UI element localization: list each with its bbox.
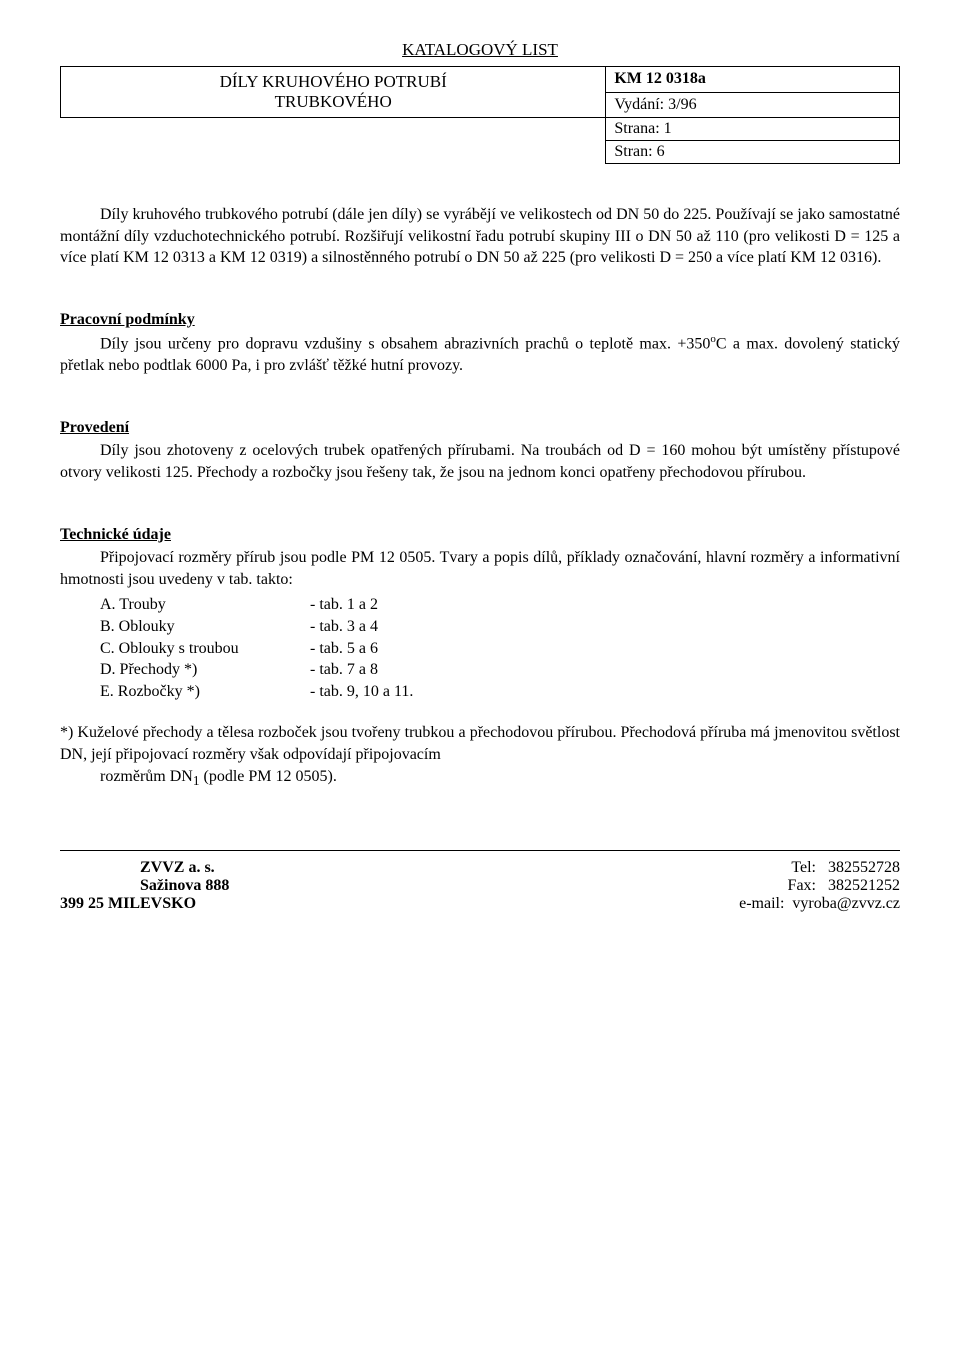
footer-city: 399 25 MILEVSKO: [60, 895, 196, 912]
subtitle-1: DÍLY KRUHOVÉHO POTRUBÍ: [69, 72, 597, 92]
catalog-title: KATALOGOVÝ LIST: [60, 40, 900, 60]
list-item: A. Trouby- tab. 1 a 2: [100, 594, 900, 616]
footer-divider: [60, 850, 900, 859]
stran: Stran: 6: [606, 141, 900, 164]
tel-label: Tel:: [791, 859, 816, 876]
list-item: D. Přechody *)- tab. 7 a 8: [100, 659, 900, 681]
footer-company: ZVVZ a. s.: [140, 859, 215, 876]
section-technicke: Technické údaje Připojovací rozměry přír…: [60, 524, 900, 703]
footer-fax: 382521252: [828, 877, 900, 894]
technicke-text: Připojovací rozměry přírub jsou podle PM…: [60, 547, 900, 590]
heading-pracovni: Pracovní podmínky: [60, 309, 900, 331]
intro-paragraph: Díly kruhového trubkového potrubí (dále …: [60, 204, 900, 269]
strana: Strana: 1: [606, 118, 900, 141]
footnote-line1: *) Kuželové přechody a tělesa rozboček j…: [60, 722, 900, 765]
footnote-line2a: rozměrům DN: [100, 768, 193, 785]
subtitle-2: TRUBKOVÉHO: [69, 92, 597, 112]
footnote: *) Kuželové přechody a tělesa rozboček j…: [60, 722, 900, 789]
footer-street: Sažinova 888: [140, 877, 229, 894]
heading-provedeni: Provedení: [60, 417, 900, 439]
list-item: B. Oblouky- tab. 3 a 4: [100, 616, 900, 638]
header-table: DÍLY KRUHOVÉHO POTRUBÍ TRUBKOVÉHO KM 12 …: [60, 66, 900, 164]
dn-subscript: 1: [193, 773, 200, 788]
footer-email: vyroba@zvvz.cz: [792, 895, 900, 912]
footnote-line2b: (podle PM 12 0505).: [200, 768, 337, 785]
heading-technicke: Technické údaje: [60, 524, 900, 546]
fax-label: Fax:: [788, 877, 816, 894]
tab-list: A. Trouby- tab. 1 a 2 B. Oblouky- tab. 3…: [100, 594, 900, 702]
email-label: e-mail:: [739, 895, 784, 912]
list-item: C. Oblouky s troubou- tab. 5 a 6: [100, 638, 900, 660]
pracovni-text-a: Díly jsou určeny pro dopravu vzdušiny s …: [100, 336, 710, 353]
section-pracovni: Pracovní podmínky Díly jsou určeny pro d…: [60, 309, 900, 377]
vydani: Vydání: 3/96: [606, 92, 900, 118]
provedeni-text: Díly jsou zhotoveny z ocelových trubek o…: [60, 440, 900, 483]
footer: ZVVZ a. s. Sažinova 888 399 25 MILEVSKO …: [60, 859, 900, 913]
section-provedeni: Provedení Díly jsou zhotoveny z ocelovýc…: [60, 417, 900, 484]
footer-tel: 382552728: [828, 859, 900, 876]
list-item: E. Rozbočky *)- tab. 9, 10 a 11.: [100, 681, 900, 703]
km-code: KM 12 0318a: [606, 67, 900, 93]
